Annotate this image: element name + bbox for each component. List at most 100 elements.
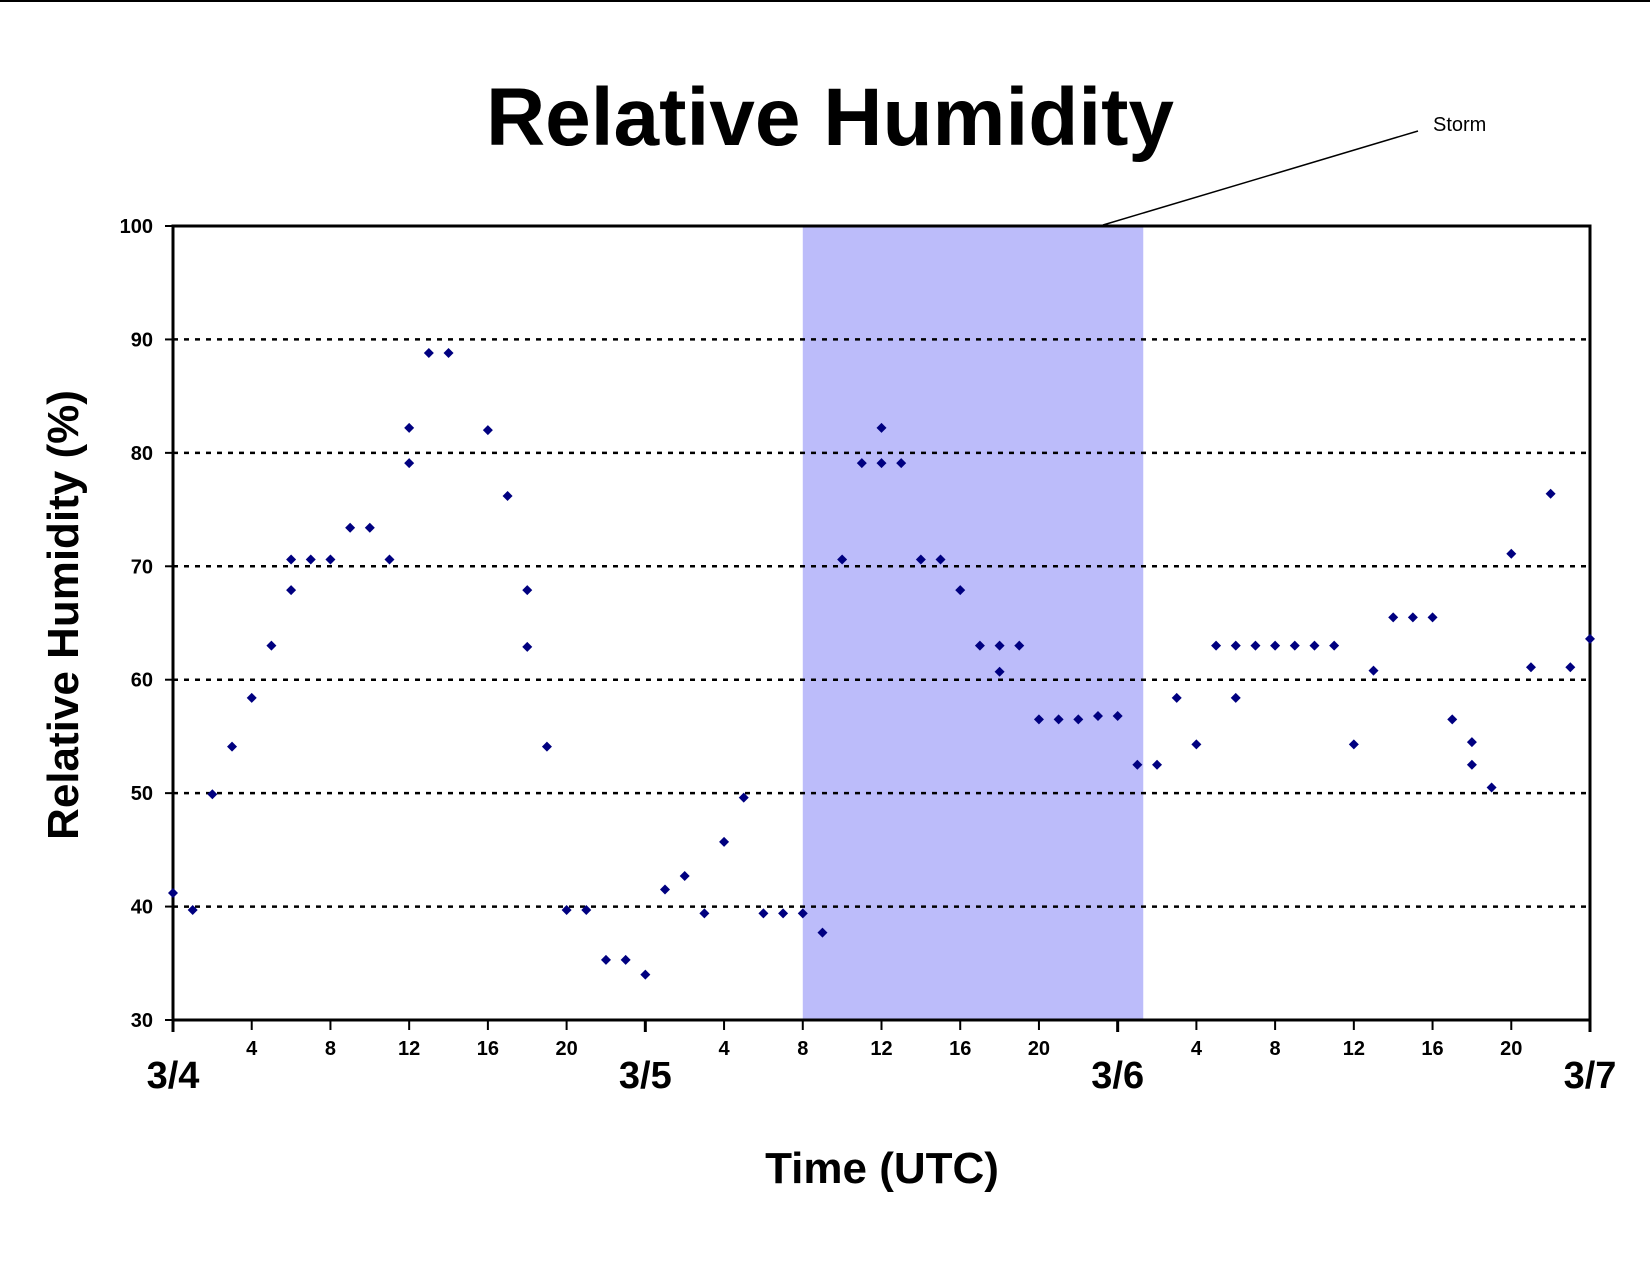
x-hour-tick-label: 8: [1270, 1038, 1281, 1060]
data-point: [935, 554, 946, 565]
data-point: [660, 884, 671, 895]
data-point: [1447, 714, 1458, 725]
data-point: [876, 422, 887, 433]
data-point: [286, 585, 297, 596]
data-point: [266, 640, 277, 651]
data-point: [345, 522, 356, 533]
data-point: [699, 908, 710, 919]
y-tick-label-60: 60: [131, 670, 153, 692]
y-tick-label-90: 90: [131, 329, 153, 351]
data-point: [1289, 640, 1300, 651]
x-date-tick-label: 3/6: [1091, 1055, 1144, 1097]
data-point: [522, 585, 533, 596]
data-point: [1211, 640, 1222, 651]
data-point: [994, 640, 1005, 651]
data-point: [443, 348, 454, 359]
data-point: [1112, 711, 1123, 722]
x-hour-tick-label: 16: [477, 1038, 499, 1060]
x-date-tick-label: 3/7: [1564, 1055, 1617, 1097]
data-point: [1407, 612, 1418, 623]
x-axis-label: Time (UTC): [765, 1144, 999, 1193]
y-axis-label: Relative Humidity (%): [39, 390, 88, 840]
data-point: [207, 789, 218, 800]
y-tick-label-100: 100: [120, 216, 153, 238]
data-point: [364, 522, 375, 533]
data-point: [1073, 714, 1084, 725]
data-point: [1388, 612, 1399, 623]
data-point: [1348, 739, 1359, 750]
data-point: [640, 969, 651, 980]
x-hour-tick-label: 20: [1500, 1038, 1522, 1060]
x-date-tick-label: 3/5: [619, 1055, 672, 1097]
data-point: [522, 641, 533, 652]
data-point: [1191, 739, 1202, 750]
data-point: [325, 554, 336, 565]
data-point: [384, 554, 395, 565]
chart-title: Relative Humidity: [486, 72, 1174, 163]
data-point: [1486, 782, 1497, 793]
y-tick-label-30: 30: [131, 1010, 153, 1032]
y-tick-label-80: 80: [131, 443, 153, 465]
data-point: [581, 904, 592, 915]
data-point: [1053, 714, 1064, 725]
data-point: [246, 692, 257, 703]
storm-shaded-region: [802, 226, 1144, 1020]
data-point: [679, 870, 690, 881]
data-point: [856, 458, 867, 469]
data-point: [482, 425, 493, 436]
data-point: [541, 741, 552, 752]
storm-annotation-label: Storm: [1433, 114, 1486, 136]
data-point: [758, 908, 769, 919]
data-point: [286, 554, 297, 565]
x-date-tick-label: 3/4: [147, 1055, 200, 1097]
data-point: [1092, 711, 1103, 722]
data-point: [1270, 640, 1281, 651]
data-point: [1230, 640, 1241, 651]
data-point: [778, 908, 789, 919]
data-point: [974, 640, 985, 651]
data-point: [1585, 633, 1595, 644]
data-point: [1033, 714, 1044, 725]
data-point: [187, 904, 198, 915]
data-point: [955, 585, 966, 596]
data-point: [915, 554, 926, 565]
data-point: [1427, 612, 1438, 623]
storm-annotation-leader-line: [1102, 130, 1419, 226]
data-point: [561, 904, 572, 915]
x-hour-tick-label: 12: [398, 1038, 420, 1060]
data-point: [738, 792, 749, 803]
data-point: [1565, 662, 1576, 673]
data-point: [404, 422, 415, 433]
data-point: [837, 554, 848, 565]
data-point: [404, 458, 415, 469]
x-hour-tick-label: 4: [1191, 1038, 1203, 1060]
data-point: [502, 490, 513, 501]
data-point: [1329, 640, 1340, 651]
data-point: [719, 836, 730, 847]
x-hour-tick-label: 12: [1343, 1038, 1365, 1060]
data-point: [1525, 662, 1536, 673]
data-point: [1506, 548, 1517, 559]
data-point: [1132, 759, 1143, 770]
y-tick-label-70: 70: [131, 556, 153, 578]
x-hour-tick-label: 12: [870, 1038, 892, 1060]
data-point: [168, 887, 178, 898]
data-point: [1466, 759, 1477, 770]
data-point: [1014, 640, 1025, 651]
data-point: [817, 927, 828, 938]
data-point: [1171, 692, 1182, 703]
x-hour-tick-label: 4: [246, 1038, 258, 1060]
x-hour-tick-label: 16: [949, 1038, 971, 1060]
data-point: [1309, 640, 1320, 651]
x-hour-tick-label: 8: [325, 1038, 336, 1060]
x-hour-tick-label: 16: [1421, 1038, 1443, 1060]
data-point: [620, 954, 631, 965]
x-hour-tick-label: 20: [555, 1038, 577, 1060]
data-point: [305, 554, 316, 565]
x-hour-tick-label: 8: [797, 1038, 808, 1060]
x-hour-tick-label: 20: [1028, 1038, 1050, 1060]
data-point: [1466, 737, 1477, 748]
data-point: [1368, 665, 1379, 676]
data-point: [1545, 488, 1556, 499]
